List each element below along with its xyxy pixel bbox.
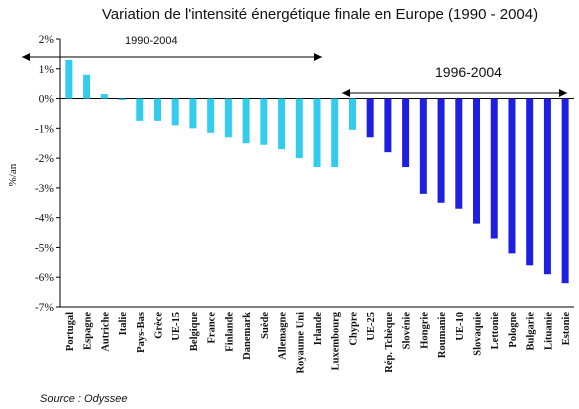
bar bbox=[419, 98, 427, 194]
bar bbox=[366, 98, 374, 138]
bar bbox=[348, 98, 356, 130]
x-tick-label: Pologne bbox=[508, 312, 519, 348]
x-tick-label: Pays-Bas bbox=[136, 312, 147, 353]
bar bbox=[100, 94, 108, 99]
x-tick-label: France bbox=[207, 312, 218, 344]
y-axis-label: %/an bbox=[7, 163, 19, 186]
bar bbox=[313, 98, 321, 168]
x-tick-label: Bulgarie bbox=[526, 312, 537, 351]
plot-area: 2% 1% 0% -1% -2% -3% -4% -5% -6% -7% Portugal Espag… bbox=[22, 34, 574, 374]
bar bbox=[207, 98, 215, 133]
x-tick-label: Lituanie bbox=[543, 312, 554, 350]
bar bbox=[278, 98, 286, 150]
bar bbox=[543, 98, 551, 275]
bar bbox=[295, 98, 303, 159]
bar bbox=[473, 98, 481, 224]
y-tick-label: -6% bbox=[35, 272, 55, 284]
bar bbox=[153, 98, 161, 121]
bar bbox=[455, 98, 463, 209]
bar bbox=[437, 98, 445, 203]
annotation-1990-2004: 1990-2004 bbox=[125, 35, 178, 47]
x-tick-label: Slovénie bbox=[402, 312, 413, 350]
x-tick-label: Rép. Tchèque bbox=[384, 312, 395, 373]
x-tick-label: Autriche bbox=[100, 312, 111, 352]
y-tick-label: 0% bbox=[39, 94, 55, 106]
x-tick-label: Allemagne bbox=[278, 312, 289, 360]
y-tick-label: 2% bbox=[39, 34, 55, 46]
bar bbox=[65, 59, 73, 99]
bar bbox=[402, 98, 410, 168]
bar bbox=[490, 98, 498, 239]
bar bbox=[508, 98, 516, 254]
x-tick-label: Estonie bbox=[561, 312, 572, 346]
y-tick-label: -3% bbox=[35, 183, 55, 195]
bar bbox=[384, 98, 392, 153]
bar bbox=[118, 98, 126, 101]
arrow-1990-2004-head-left bbox=[22, 53, 30, 61]
x-tick-label: UE-25 bbox=[366, 312, 377, 341]
bar bbox=[224, 98, 232, 138]
arrow-1990-2004-head-right bbox=[314, 53, 322, 61]
x-tick-label: Slovaquie bbox=[473, 312, 484, 356]
bar bbox=[526, 98, 534, 266]
x-tick-label: Grèce bbox=[153, 312, 164, 339]
y-tick-label: -4% bbox=[35, 213, 55, 225]
x-tick-label: Finlande bbox=[224, 312, 235, 352]
y-tick-label: -7% bbox=[35, 302, 55, 314]
bar bbox=[260, 98, 268, 145]
x-tick-label: Hongrie bbox=[419, 312, 430, 349]
source-note: Source : Odyssee bbox=[40, 393, 127, 405]
bar bbox=[83, 74, 91, 99]
x-tick-label: Espagne bbox=[83, 312, 94, 350]
x-tick-label: Chypre bbox=[348, 312, 359, 346]
annotation-1996-2004: 1996-2004 bbox=[435, 64, 502, 80]
y-tick-label: 1% bbox=[39, 64, 55, 76]
x-tick-label: UE-15 bbox=[171, 312, 182, 341]
bar bbox=[171, 98, 179, 126]
x-tick-label: Roumanie bbox=[437, 312, 448, 358]
x-tick-label: Royaume Uni bbox=[295, 312, 306, 374]
y-tick-label: -1% bbox=[35, 123, 55, 135]
chart-title: Variation de l'intensité énergétique fin… bbox=[102, 6, 538, 23]
arrow-1996-2004-head-right bbox=[559, 89, 567, 97]
y-tick-label: -2% bbox=[35, 153, 55, 165]
bar bbox=[189, 98, 197, 129]
y-tick-label: -5% bbox=[35, 242, 55, 254]
x-tick-label: Irlande bbox=[313, 312, 324, 346]
x-tick-label: UE-10 bbox=[455, 312, 466, 341]
x-tick-label: Danemark bbox=[242, 312, 253, 360]
bar bbox=[242, 98, 250, 144]
x-tick-label: Belgique bbox=[189, 312, 200, 351]
x-tick-label: Luxembourg bbox=[331, 311, 342, 370]
x-tick-label: Italie bbox=[118, 312, 129, 336]
x-tick-label: Lettonie bbox=[490, 312, 501, 350]
x-tick-label: Suède bbox=[260, 312, 271, 339]
bar bbox=[331, 98, 339, 168]
bar bbox=[136, 98, 144, 121]
bar bbox=[561, 98, 569, 284]
x-tick-label: Portugal bbox=[65, 312, 76, 351]
arrow-1996-2004-head-left bbox=[342, 89, 350, 97]
